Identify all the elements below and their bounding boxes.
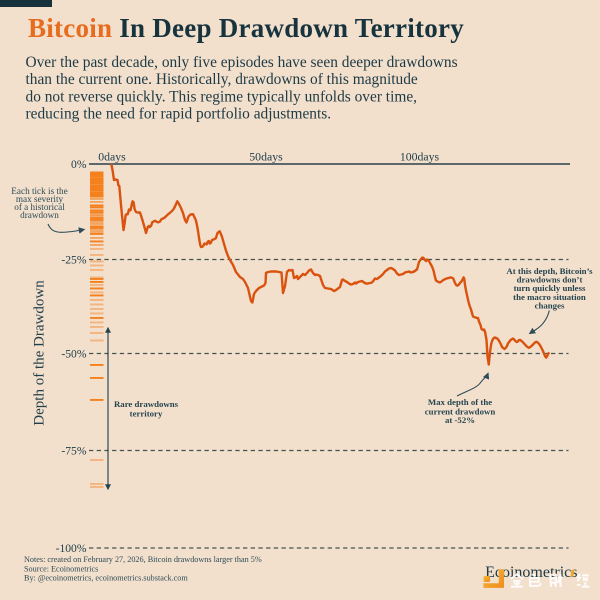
svg-text:drawdown: drawdown xyxy=(20,210,59,220)
svg-text:the macro situation: the macro situation xyxy=(513,292,586,302)
svg-text:-75%: -75% xyxy=(61,445,86,458)
svg-text:50days: 50days xyxy=(249,150,283,164)
svg-text:Each tick is the: Each tick is the xyxy=(11,186,67,196)
svg-text:At this depth, Bitcoin’s: At this depth, Bitcoin’s xyxy=(506,266,593,276)
svg-text:of a historical: of a historical xyxy=(14,202,65,212)
svg-text:do not reverse quickly. This r: do not reverse quickly. This regime typi… xyxy=(26,88,418,105)
svg-text:Source: Ecoinometrics: Source: Ecoinometrics xyxy=(24,564,98,573)
svg-text:current drawdown: current drawdown xyxy=(425,407,496,417)
svg-text:-50%: -50% xyxy=(61,348,86,361)
svg-text:Max depth of the: Max depth of the xyxy=(428,397,492,407)
svg-text:Bitcoin In Deep Drawdown Terri: Bitcoin In Deep Drawdown Territory xyxy=(28,13,464,43)
svg-text:reducing the need for rapid po: reducing the need for rapid portfolio ad… xyxy=(26,106,332,123)
svg-text:-25%: -25% xyxy=(61,254,86,267)
svg-text:changes: changes xyxy=(535,300,565,310)
svg-text:max severity: max severity xyxy=(16,194,64,204)
svg-text:Ecoinometrics: Ecoinometrics xyxy=(485,564,577,581)
svg-text:than the current one. Historic: than the current one. Historically, draw… xyxy=(26,71,418,88)
svg-text:Over the past decade, only fiv: Over the past decade, only five episodes… xyxy=(26,54,458,71)
svg-text:By: @ecoinometrics, ecoinometr: By: @ecoinometrics, ecoinometrics.substa… xyxy=(24,574,188,583)
svg-text:100days: 100days xyxy=(400,150,440,164)
svg-text:at -52%: at -52% xyxy=(445,415,475,425)
svg-text:territory: territory xyxy=(130,409,163,419)
svg-text:turn quickly unless: turn quickly unless xyxy=(514,283,586,293)
svg-text:Notes: created on February 27,: Notes: created on February 27, 2026, Bit… xyxy=(24,555,262,564)
svg-text:Rare drawdowns: Rare drawdowns xyxy=(114,399,179,409)
svg-text:-100%: -100% xyxy=(56,542,87,555)
svg-text:Depth of the Drawdown: Depth of the Drawdown xyxy=(32,280,48,426)
svg-text:0%: 0% xyxy=(71,158,87,171)
svg-text:drawdowns don’t: drawdowns don’t xyxy=(517,275,583,285)
svg-text:0days: 0days xyxy=(98,150,126,164)
